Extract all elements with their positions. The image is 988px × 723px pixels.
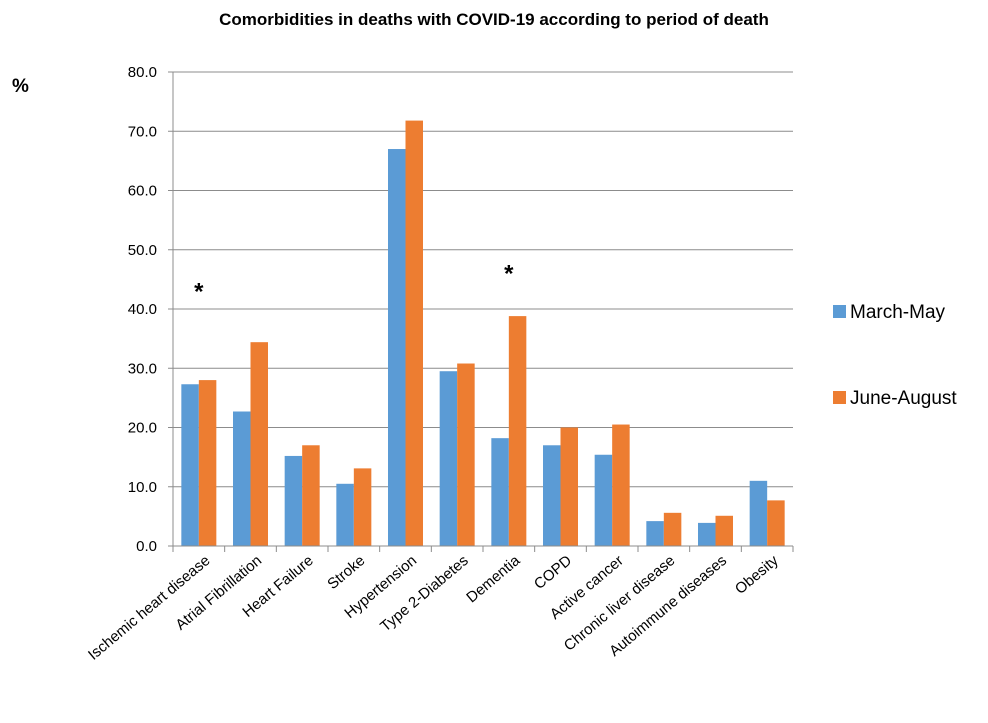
- bar-series2: [560, 427, 578, 546]
- legend: March-May June-August: [833, 302, 957, 409]
- bar-series1: [491, 438, 509, 546]
- bar-series2: [353, 468, 372, 546]
- legend-label: March-May: [850, 302, 946, 323]
- bar-series1: [181, 384, 199, 546]
- bar-series1: [233, 411, 251, 546]
- y-tick-label: 0.0: [136, 538, 157, 555]
- bar-series1: [284, 455, 303, 546]
- y-tick-label: 10.0: [128, 479, 157, 496]
- y-axis-label: %: [12, 76, 29, 97]
- x-category-label: Dementia: [463, 552, 524, 607]
- x-category-label: Stroke: [324, 552, 368, 593]
- bar-series1: [594, 454, 613, 546]
- significance-marker: *: [504, 261, 514, 288]
- bar-series2: [302, 445, 320, 546]
- y-tick-label: 70.0: [128, 123, 157, 140]
- y-tick-label: 20.0: [128, 420, 157, 437]
- bar-series1: [698, 522, 716, 546]
- x-category-label: Type 2-Diabetes: [377, 552, 472, 635]
- bar-series1: [749, 480, 768, 546]
- annotations: **: [194, 261, 514, 306]
- bars: [181, 120, 785, 547]
- bar-series2: [508, 316, 527, 546]
- legend-swatch: [833, 305, 846, 318]
- bar-series1: [388, 149, 406, 546]
- x-category-label: Obesity: [732, 552, 782, 598]
- bar-series1: [543, 445, 561, 546]
- x-category-label: COPD: [531, 552, 575, 593]
- bar-series2: [767, 500, 785, 546]
- bar-series2: [250, 342, 268, 546]
- legend-label: June-August: [850, 388, 957, 409]
- bar-series1: [439, 371, 458, 546]
- y-tick-label: 30.0: [128, 360, 157, 377]
- bar-series1: [646, 521, 664, 546]
- x-axis: [172, 545, 794, 552]
- y-tick-label: 40.0: [128, 301, 157, 318]
- chart-title: Comorbidities in deaths with COVID-19 ac…: [219, 10, 769, 29]
- significance-marker: *: [194, 278, 204, 305]
- y-tick-label: 60.0: [128, 183, 157, 200]
- y-axis-ticks: 0.0 10.0 20.0 30.0 40.0 50.0 60.0 70.0 80.0: [128, 64, 174, 555]
- gridlines: [173, 71, 793, 488]
- y-tick-label: 50.0: [128, 242, 157, 259]
- bar-series2: [405, 120, 423, 547]
- bar-series2: [715, 515, 733, 546]
- y-tick-label: 80.0: [128, 64, 157, 81]
- bar-series2: [198, 380, 217, 546]
- bar-series2: [457, 363, 475, 546]
- legend-swatch: [833, 391, 846, 404]
- x-category-label: Atrial Fibrillation: [172, 552, 265, 634]
- bar-series2: [663, 512, 682, 546]
- bar-series1: [336, 483, 354, 546]
- bar-series2: [612, 424, 630, 546]
